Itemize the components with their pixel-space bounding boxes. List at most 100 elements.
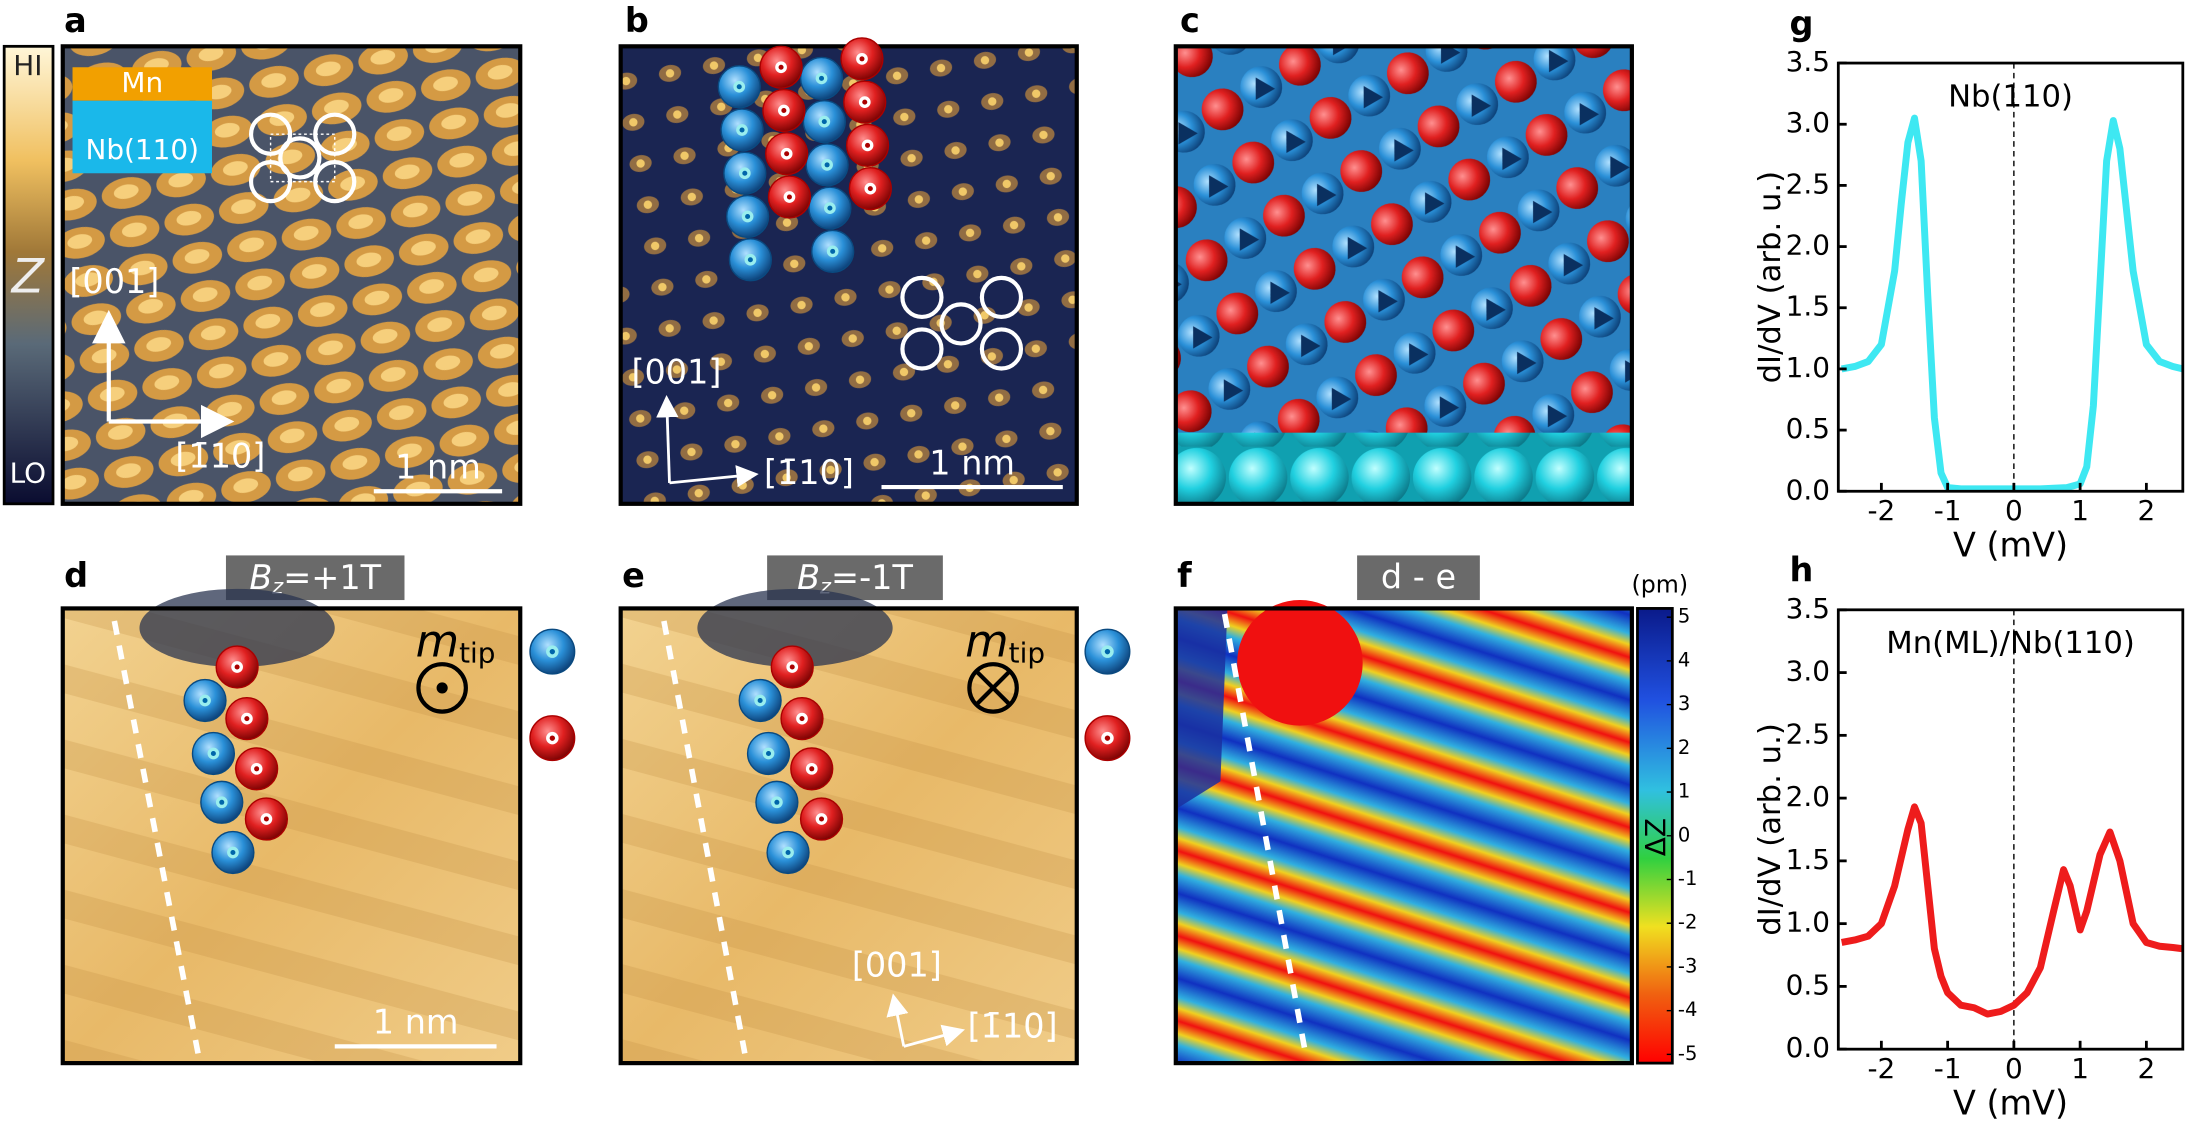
- colorbar-low: LO: [10, 457, 46, 490]
- unit-cell: [248, 112, 357, 204]
- atom-dot: [821, 119, 827, 125]
- panel-d: d Bz=+1T mtip 1 nm: [60, 555, 523, 1066]
- panel-a: a HI Z LO Mn Nb(110) [001] [1̄10] 1 nm: [2, 1, 523, 506]
- atom-dot: [739, 127, 745, 133]
- atom-dot: [819, 816, 825, 822]
- y-tick-label: 3.0: [1786, 106, 1830, 139]
- y-axis-label: dI/dV (arb. u.): [1753, 171, 1788, 384]
- atom-dot: [862, 99, 868, 105]
- layer-nb: [72, 100, 213, 174]
- stripes: [62, 608, 521, 1064]
- x-tick-label: 2: [2138, 494, 2156, 527]
- panel-label: c: [1180, 1, 1200, 40]
- unit-cell: [900, 275, 1024, 371]
- x-axis-label: V (mV): [1953, 526, 2068, 565]
- direction-label: [1̄10]: [175, 436, 265, 475]
- annotation: Nb(110): [1948, 79, 2073, 114]
- y-tick-label: 3.0: [1786, 655, 1830, 688]
- moment-subscript: tip: [459, 636, 495, 669]
- atom-dot: [785, 849, 791, 856]
- atom-dot: [219, 799, 225, 805]
- y-tick-label: 1.5: [1786, 290, 1830, 323]
- panel-label: g: [1789, 4, 1813, 43]
- colorbar-tick-label: -5: [1678, 1042, 1697, 1065]
- atom-dot: [202, 697, 208, 703]
- atom-dot: [774, 799, 780, 805]
- x-tick-label: -2: [1867, 1052, 1895, 1085]
- direction-label: [1̄10]: [764, 453, 854, 492]
- direction-arrows: [656, 395, 759, 488]
- x-tick-label: 2: [2138, 1052, 2156, 1085]
- atom-dot: [230, 849, 236, 856]
- panel-e: e Bz=-1T mtip [001] [1̄10]: [618, 555, 1079, 1066]
- field-value: =+1T: [283, 558, 381, 597]
- moment-in: [967, 662, 1019, 714]
- atom-dot: [549, 648, 556, 655]
- atom-dot: [210, 750, 216, 756]
- atom-dot: [827, 205, 833, 211]
- colorbar-tick-label: -2: [1678, 911, 1697, 934]
- frame: [1173, 606, 1634, 1066]
- atom-dot: [254, 766, 260, 772]
- field-value: =-1T: [831, 558, 913, 597]
- colorbar-tick-label: 4: [1678, 648, 1690, 671]
- direction-label: [001]: [631, 353, 721, 392]
- y-tick-label: 3.5: [1786, 592, 1830, 625]
- panel-label: f: [1177, 556, 1192, 595]
- colorbar-tick-label: 3: [1678, 692, 1690, 715]
- colorbar: [1636, 607, 1674, 1065]
- atom-dot: [786, 194, 792, 200]
- panel-label: h: [1789, 551, 1813, 590]
- atoms: [717, 37, 892, 282]
- red-region: [1237, 600, 1363, 726]
- field-symbol: B: [797, 558, 820, 597]
- field-label: Bz=+1T: [249, 558, 381, 599]
- data-line: [1840, 803, 2184, 1018]
- panel-label: b: [625, 1, 649, 40]
- atom-dot: [824, 162, 830, 168]
- annotation: Mn(ML)/Nb(110): [1886, 626, 2135, 661]
- y-tick-label: 0.0: [1786, 473, 1830, 506]
- y-tick-label: 2.5: [1786, 167, 1830, 200]
- panel-title: d - e: [1381, 558, 1456, 597]
- scale-bar-label: 1 nm: [373, 1003, 459, 1042]
- panel-b: b [001] [1̄10] 1 nm: [618, 1, 1079, 506]
- charts: g 0.0 0.5 1.0 1.5 2.0 2.5 3.0 3.5 -2 -1 0 1 2 Nb(110) V…: [1753, 4, 2185, 1122]
- direction-label: [001]: [69, 262, 159, 301]
- moment-symbol: m: [965, 616, 1008, 668]
- plot-frame: [1836, 608, 2185, 1051]
- atom-dot: [859, 56, 865, 62]
- atom-dot: [781, 107, 787, 113]
- atom-dot: [263, 816, 269, 822]
- atom-dot: [819, 75, 825, 81]
- colorbar-tick-label: 2: [1678, 736, 1690, 759]
- atom-dot: [747, 257, 753, 263]
- atom-dot: [234, 664, 240, 670]
- colorbar-tick-label: 1: [1678, 780, 1690, 803]
- y-tick-label: 2.0: [1786, 780, 1830, 813]
- direction-label: [1̄10]: [968, 1007, 1058, 1046]
- colorbar-tick-label: -4: [1678, 998, 1697, 1021]
- frame: [618, 606, 1079, 1066]
- direction-label: [001]: [852, 945, 942, 984]
- atom-dot: [1104, 735, 1111, 741]
- frame: [60, 606, 523, 1066]
- colorbar-symbol: Z: [10, 249, 46, 304]
- y-tick-label: 0.5: [1786, 412, 1830, 445]
- colorbar-unit: (pm): [1631, 571, 1688, 599]
- stripes: [620, 608, 1077, 1064]
- atom-dot: [766, 750, 772, 756]
- atom-dot: [865, 142, 871, 148]
- y-tick-label: 1.0: [1786, 351, 1830, 384]
- atom-dot: [736, 84, 742, 90]
- x-tick-label: 1: [2071, 1052, 2089, 1085]
- layer-label: Nb(110): [86, 133, 200, 166]
- moment-subscript: tip: [1009, 636, 1045, 669]
- colorbar-high: HI: [13, 49, 42, 82]
- y-tick-label: 2.0: [1786, 229, 1830, 262]
- x-tick-label: -1: [1934, 1052, 1962, 1085]
- layer-label: Mn: [121, 66, 163, 99]
- blue-region: [1175, 608, 1228, 810]
- moment-dot: [436, 682, 448, 694]
